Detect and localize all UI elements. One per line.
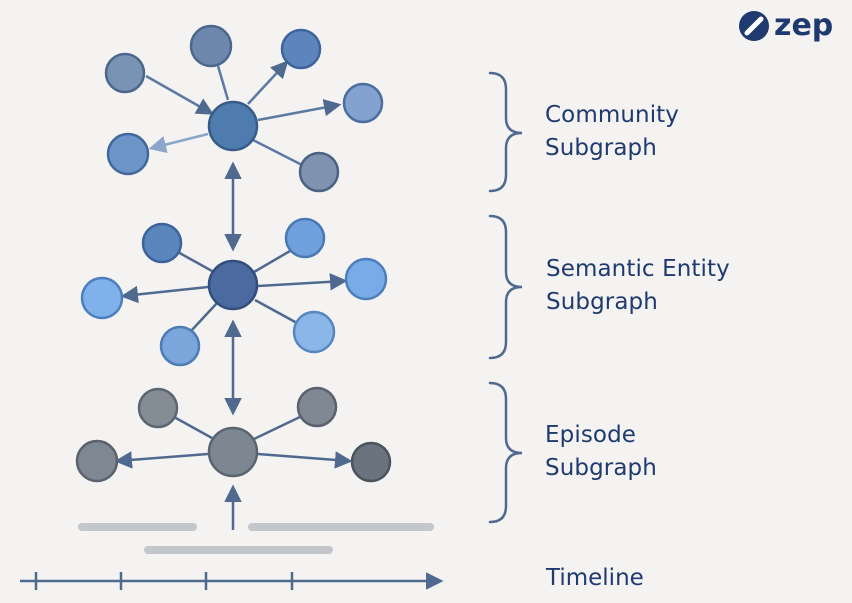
community-node (189, 24, 233, 68)
timeline-axis (20, 572, 444, 590)
community-node (106, 132, 150, 176)
community-node (342, 82, 384, 124)
semantic-edge (254, 298, 298, 325)
logo-text: zep (774, 8, 834, 43)
episode-edge (253, 414, 303, 441)
community-edge (257, 98, 342, 122)
community-subgraph (104, 24, 384, 193)
community-node (104, 52, 146, 94)
community-edge (252, 138, 305, 168)
label-line: Subgraph (545, 135, 657, 161)
community-edge (247, 60, 289, 105)
episode-edge (173, 415, 213, 440)
semantic-node (284, 217, 326, 259)
community-edge (148, 132, 209, 154)
label-line: Community (545, 102, 680, 128)
episode-node (350, 441, 392, 483)
episode-node (296, 386, 338, 428)
community-edge (216, 65, 230, 101)
semantic-node (80, 276, 124, 320)
zep-logo-icon (739, 11, 769, 41)
episode-subgraph-label: Episode Subgraph (545, 419, 657, 485)
semantic-subgraph-label: Semantic Entity Subgraph (546, 253, 730, 319)
semantic-entity-subgraph (80, 217, 388, 367)
episode-edge (257, 451, 353, 469)
semantic-edge (190, 302, 218, 332)
semantic-node (344, 257, 388, 301)
community-edge (145, 74, 215, 115)
episode-subgraph (75, 386, 392, 483)
community-node (298, 151, 340, 193)
semantic-node (292, 310, 336, 354)
episode-edge (114, 451, 209, 469)
community-hub-node (207, 100, 259, 152)
episode-node (137, 387, 179, 429)
community-subgraph-label: Community Subgraph (545, 99, 679, 165)
label-line: Episode (545, 422, 637, 448)
episode-hub-node (207, 426, 259, 478)
label-line: Subgraph (545, 455, 657, 481)
community-bracket (488, 71, 523, 193)
semantic-edge (120, 285, 209, 304)
semantic-edge (257, 273, 348, 291)
episode-edges (114, 414, 353, 469)
community-edges (145, 60, 342, 168)
semantic-node (159, 325, 201, 367)
label-line: Subgraph (546, 289, 658, 315)
community-node (280, 28, 322, 70)
semantic-edge (175, 249, 213, 273)
episode-node (75, 439, 119, 483)
raw-data-bars (78, 523, 434, 554)
semantic-bracket (488, 214, 523, 360)
semantic-node (141, 222, 183, 264)
label-line: Semantic Entity (546, 256, 730, 282)
episode-bracket (488, 381, 523, 524)
semantic-edges (120, 249, 348, 332)
semantic-hub-node (207, 259, 259, 311)
timeline-label: Timeline (546, 565, 644, 591)
semantic-edge (253, 249, 291, 274)
zep-logo: zep (738, 10, 833, 42)
layer-brackets (488, 71, 523, 524)
